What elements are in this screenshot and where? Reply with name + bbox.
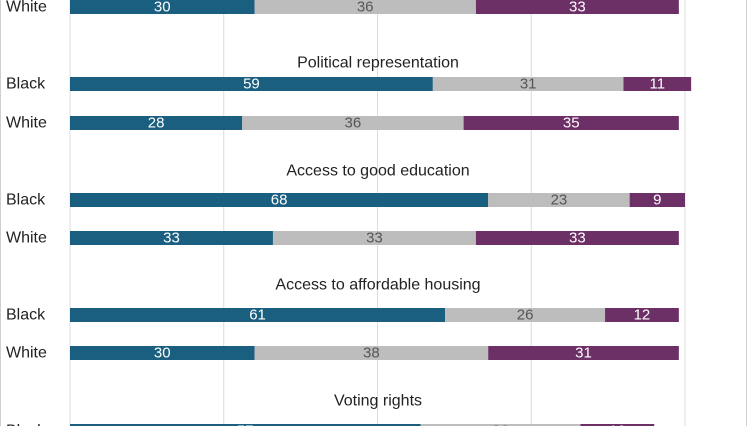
data-label: 23: [551, 192, 568, 209]
data-label: 35: [563, 115, 580, 132]
bar-segment: [445, 308, 606, 322]
data-label: 26: [492, 423, 509, 426]
bar-segment: [70, 116, 243, 130]
data-label: 59: [243, 76, 260, 93]
data-label: 38: [363, 345, 380, 362]
data-label: 28: [148, 115, 165, 132]
bar-segment: [70, 308, 446, 322]
bar-segment: [254, 0, 476, 14]
bar-segment: [475, 231, 679, 245]
chart-frame-left-border: [0, 0, 1, 426]
bar-segment: [488, 346, 679, 360]
data-label: 33: [163, 230, 180, 247]
group-title: Voting rights: [334, 393, 422, 410]
bar-segment: [70, 193, 489, 207]
bar-segment: [488, 193, 630, 207]
data-label: 33: [366, 230, 383, 247]
row-label: Black: [6, 192, 46, 209]
data-label: 68: [271, 192, 288, 209]
bar-segment: [623, 77, 692, 91]
bar-segment: [70, 77, 433, 91]
data-label: 30: [154, 345, 171, 362]
data-label: 57: [237, 423, 254, 426]
bar-segment: [432, 77, 624, 91]
bar-segment: [70, 0, 255, 14]
bar-segment: [463, 116, 679, 130]
data-label: 36: [357, 0, 374, 16]
data-label: 26: [517, 307, 534, 324]
data-label: 31: [575, 345, 592, 362]
data-label: 36: [345, 115, 362, 132]
data-label: 33: [569, 0, 586, 16]
row-label: White: [6, 230, 47, 247]
row-label: White: [6, 115, 47, 132]
bar-segment: [605, 308, 679, 322]
group-title: Access to affordable housing: [275, 277, 480, 294]
data-label: 12: [609, 423, 626, 426]
bar-segment: [70, 424, 421, 426]
row-label: White: [6, 0, 47, 16]
data-label: 33: [569, 230, 586, 247]
data-label: 9: [653, 192, 661, 209]
bar-segment: [629, 193, 685, 207]
bar-segment: [254, 346, 489, 360]
bar-segment: [242, 116, 464, 130]
row-label: Black: [6, 307, 46, 324]
data-label: 12: [634, 307, 651, 324]
group-title: Political representation: [297, 55, 459, 72]
bar-segment: [580, 424, 655, 426]
bar-segment: [70, 346, 255, 360]
row-label: Black: [6, 423, 46, 426]
data-label: 11: [650, 76, 666, 93]
data-label: 61: [249, 307, 266, 324]
data-label: 31: [520, 76, 537, 93]
data-label: 30: [154, 0, 171, 16]
bar-segment: [70, 231, 273, 245]
bar-segment: [272, 231, 476, 245]
bar-segment: [475, 0, 679, 14]
row-label: Black: [6, 76, 46, 93]
group-title: Access to good education: [286, 163, 469, 180]
bar-segment: [420, 424, 581, 426]
row-label: White: [6, 345, 47, 362]
